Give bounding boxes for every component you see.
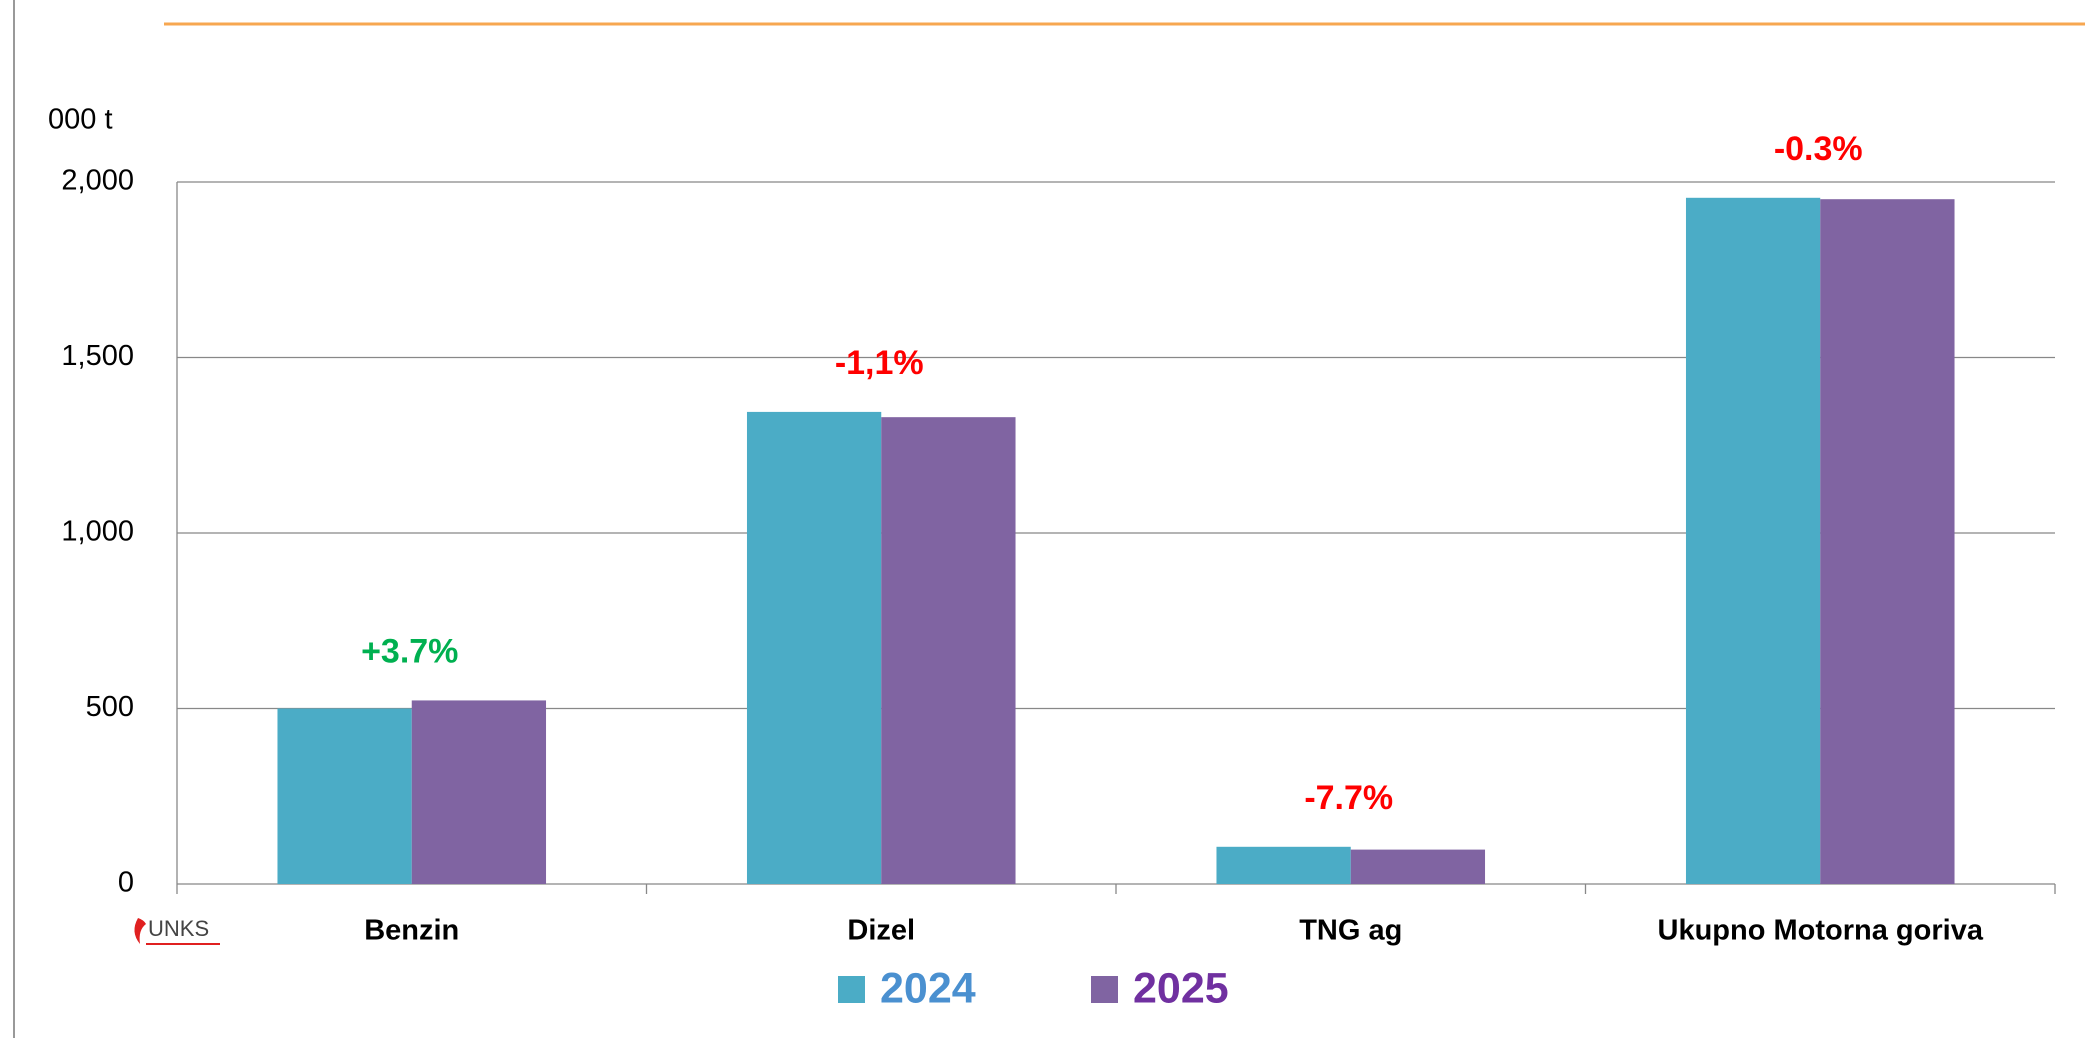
logo-flame: [134, 918, 146, 944]
y-tick-label: 500: [86, 691, 134, 723]
legend-label: 2024: [880, 964, 976, 1012]
y-tick-label: 0: [118, 867, 134, 899]
legend-label: 2025: [1133, 964, 1229, 1012]
bar: [746, 411, 882, 884]
bar: [411, 700, 547, 884]
bar: [1350, 849, 1486, 884]
y-tick-label: 2,000: [61, 165, 134, 197]
annotation: +3.7%: [361, 632, 458, 670]
x-tick-label: Benzin: [364, 915, 459, 947]
logo: UNKS: [148, 916, 209, 941]
bar: [277, 708, 412, 884]
bar: [881, 417, 1016, 884]
y-unit-label: 000 t: [48, 104, 113, 136]
bar: [1216, 846, 1351, 884]
legend-swatch: [838, 976, 865, 1003]
annotation: -7.7%: [1304, 779, 1393, 817]
bar: [1820, 199, 1955, 885]
y-tick-label: 1,500: [61, 340, 134, 372]
annotation: -1,1%: [835, 344, 924, 382]
legend-swatch: [1091, 976, 1118, 1003]
x-tick-label: TNG ag: [1299, 915, 1402, 947]
bar: [1685, 197, 1821, 885]
x-tick-label: Ukupno Motorna goriva: [1658, 915, 1984, 947]
y-tick-label: 1,000: [61, 516, 134, 548]
annotation: -0.3%: [1774, 130, 1863, 168]
frame: [13, 0, 15, 1038]
x-tick-label: Dizel: [847, 915, 915, 947]
